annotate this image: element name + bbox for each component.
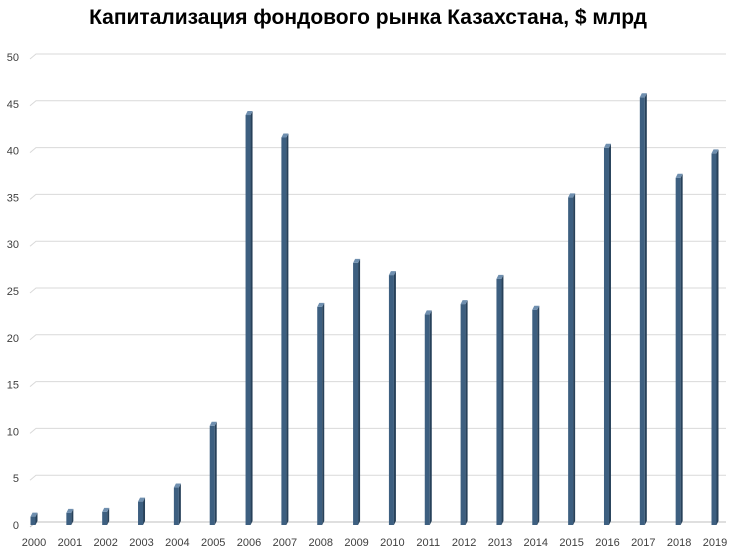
- y-tick-label: 45: [7, 99, 19, 111]
- y-tick-label: 0: [13, 520, 19, 532]
- y-tick-label: 35: [7, 192, 19, 204]
- gridline: [29, 521, 726, 528]
- x-tick-label: 2017: [631, 537, 655, 549]
- bar: [639, 93, 647, 526]
- gridline: [29, 240, 726, 247]
- y-tick-label: 40: [7, 146, 19, 158]
- bar: [102, 507, 110, 525]
- chart-title: Капитализация фондового рынка Казахстана…: [89, 6, 647, 29]
- y-tick-label: 5: [13, 473, 19, 485]
- bar: [603, 143, 611, 526]
- bar: [675, 173, 683, 525]
- x-tick-label: 2003: [129, 537, 153, 549]
- x-tick-label: 2015: [559, 537, 583, 549]
- gridline: [29, 53, 726, 60]
- x-tick-label: 2008: [308, 537, 332, 549]
- x-tick-label: 2001: [58, 537, 82, 549]
- x-tick-label: 2000: [22, 537, 46, 549]
- bar: [173, 483, 181, 525]
- x-tick-label: 2011: [416, 537, 440, 549]
- bar: [532, 305, 540, 525]
- gridline: [29, 381, 726, 387]
- x-tick-label: 2016: [595, 537, 619, 549]
- gridline: [29, 334, 726, 341]
- bar: [209, 421, 217, 525]
- y-tick-label: 10: [7, 426, 19, 438]
- x-tick-label: 2005: [201, 537, 225, 549]
- x-tick-label: 2009: [344, 537, 368, 549]
- x-tick-label: 2002: [93, 537, 117, 549]
- bar: [317, 302, 325, 525]
- y-tick-label: 25: [7, 286, 19, 298]
- x-tick-label: 2007: [273, 537, 297, 549]
- bar: [424, 310, 432, 525]
- x-tick-label: 2019: [703, 537, 727, 549]
- gridline: [29, 474, 726, 481]
- x-tick-label: 2014: [524, 537, 548, 549]
- x-tick-label: 2012: [452, 537, 476, 549]
- bar: [388, 271, 396, 525]
- bar: [460, 300, 468, 525]
- y-tick-label: 15: [7, 380, 19, 392]
- bar: [353, 258, 361, 525]
- x-tick-label: 2004: [165, 537, 189, 549]
- bar: [496, 274, 504, 525]
- gridline: [29, 287, 726, 294]
- y-tick-label: 20: [7, 333, 19, 345]
- bar: [30, 512, 38, 525]
- x-tick-label: 2018: [667, 537, 691, 549]
- x-tick-label: 2013: [488, 537, 512, 549]
- bar: [568, 193, 576, 525]
- gridline: [29, 427, 726, 434]
- bar: [281, 133, 289, 525]
- gridline: [29, 147, 726, 153]
- x-tick-label: 2006: [237, 537, 261, 549]
- bar: [245, 111, 253, 526]
- bar: [138, 497, 146, 525]
- gridline: [29, 100, 726, 107]
- bar: [66, 508, 74, 525]
- y-tick-label: 30: [7, 239, 19, 251]
- gridline: [29, 193, 726, 200]
- bar: [711, 149, 719, 525]
- x-tick-label: 2010: [380, 537, 404, 549]
- y-tick-label: 50: [7, 52, 19, 64]
